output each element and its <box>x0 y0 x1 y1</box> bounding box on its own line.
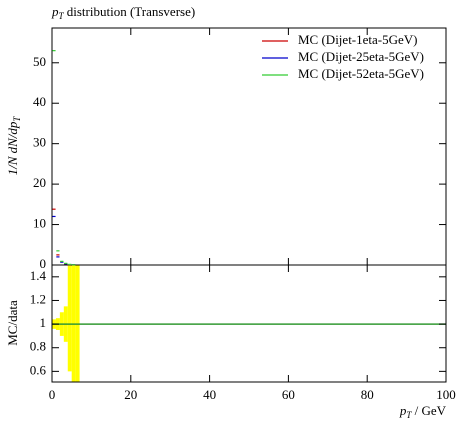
x-label-sub: T <box>406 410 412 420</box>
y-tick-label: 30 <box>33 135 46 150</box>
x-tick-label: 100 <box>436 387 456 402</box>
title-rest: distribution (Transverse) <box>64 4 196 19</box>
y-tick-label: 20 <box>33 175 46 190</box>
y-label-main: 1/N dN/dp <box>5 121 20 175</box>
x-tick-label: 60 <box>282 387 295 402</box>
y-tick-label: 0 <box>40 256 47 271</box>
ratio-y-tick-label: 0.6 <box>30 362 47 377</box>
x-tick-label: 40 <box>203 387 216 402</box>
x-axis-label: pT / GeV <box>399 403 447 420</box>
title-symbol: p <box>51 4 59 19</box>
y-label-sub: T <box>12 116 22 122</box>
y-tick-label: 40 <box>33 94 46 109</box>
x-label-rest: / GeV <box>411 403 446 418</box>
x-tick-label: 20 <box>124 387 137 402</box>
ratio-y-tick-label: 1 <box>40 315 47 330</box>
x-tick-label: 0 <box>49 387 56 402</box>
y-tick-label: 50 <box>33 54 46 69</box>
ratio-y-tick-label: 1.2 <box>30 291 46 306</box>
y-axis-label: 1/N dN/dpT <box>5 116 22 176</box>
error-band <box>67 265 72 372</box>
ratio-frame <box>51 264 447 383</box>
legend-label: MC (Dijet-1eta-5GeV) <box>298 32 418 47</box>
x-tick-label: 80 <box>361 387 374 402</box>
ratio-y-tick-label: 0.8 <box>30 339 46 354</box>
y-tick-label: 10 <box>33 216 46 231</box>
ratio-y-tick-label: 1.4 <box>30 268 47 283</box>
title-sub: T <box>59 11 65 21</box>
chart-title: pT distribution (Transverse) <box>51 4 195 21</box>
legend-label: MC (Dijet-52eta-5GeV) <box>298 66 424 81</box>
ratio-y-axis-label: MC/data <box>5 300 20 346</box>
legend-label: MC (Dijet-25eta-5GeV) <box>298 49 424 64</box>
x-label-symbol: p <box>399 403 407 418</box>
